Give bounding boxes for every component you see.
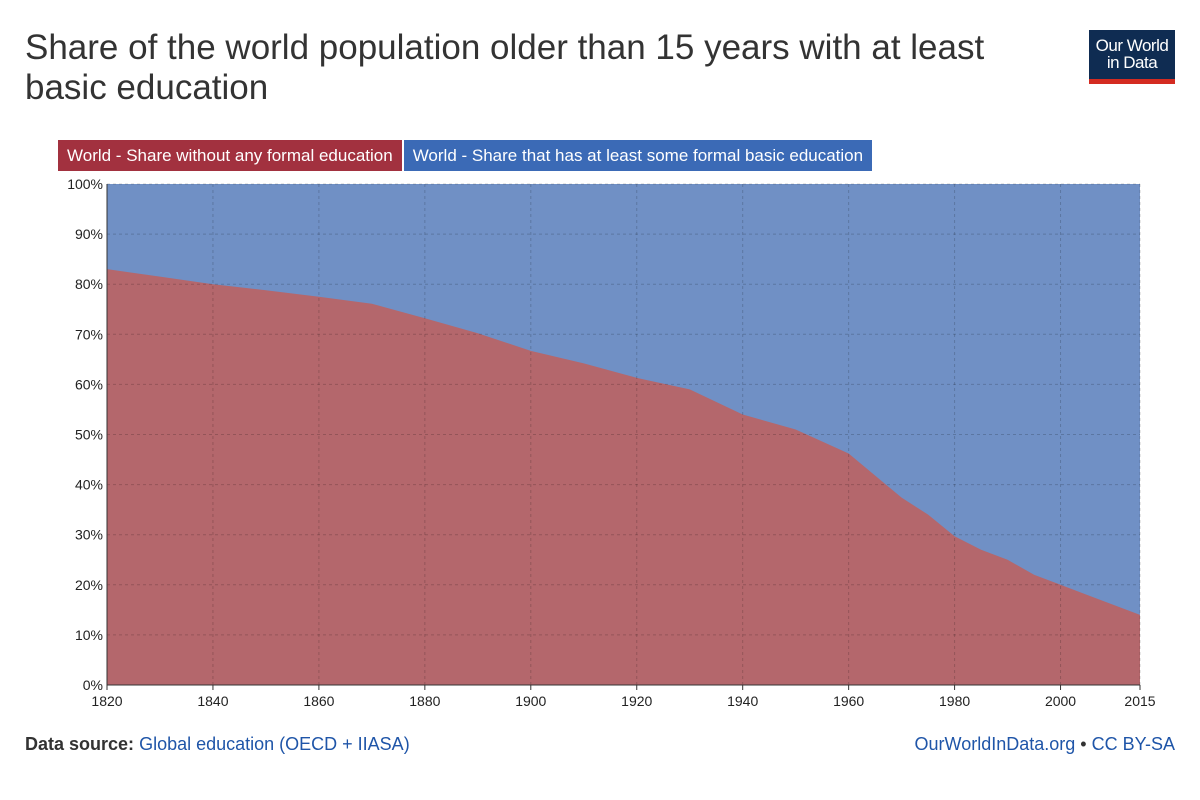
x-tick-label: 1860: [303, 693, 334, 709]
data-source: Data source: Global education (OECD + II…: [25, 734, 410, 755]
y-tick-label: 40%: [75, 477, 103, 493]
chart-legend: World - Share without any formal educati…: [58, 140, 874, 171]
legend-item-with-education[interactable]: World - Share that has at least some for…: [403, 140, 873, 171]
y-tick-label: 70%: [75, 326, 103, 342]
x-tick-label: 1820: [91, 693, 122, 709]
y-tick-label: 20%: [75, 577, 103, 593]
area-without-education[interactable]: [107, 269, 1140, 685]
site-link[interactable]: OurWorldInData.org: [914, 734, 1076, 754]
y-tick-label: 30%: [75, 527, 103, 543]
y-tick-label: 60%: [75, 376, 103, 392]
x-axis-ticks: 1820 1840 1860 1880 1900 1920 1940 1960 1980 2000…: [91, 685, 1156, 709]
chart-title: Share of the world population older than…: [25, 28, 985, 107]
x-tick-label: 1920: [621, 693, 652, 709]
y-tick-label: 80%: [75, 276, 103, 292]
footer-credits: OurWorldInData.org • CC BY-SA: [915, 734, 1175, 755]
y-tick-label: 10%: [75, 627, 103, 643]
logo-line-1: Our World: [1095, 36, 1169, 55]
footer-separator: •: [1080, 734, 1087, 754]
x-tick-label: 1960: [833, 693, 864, 709]
chart-areas: [107, 184, 1140, 685]
x-tick-label: 2015: [1124, 693, 1155, 709]
data-source-link[interactable]: Global education (OECD + IIASA): [139, 734, 410, 754]
chart-axes: [106, 184, 1140, 686]
logo-line-2: in Data: [1106, 53, 1158, 72]
x-tick-label: 1900: [515, 693, 546, 709]
license-link[interactable]: CC BY-SA: [1091, 734, 1175, 754]
legend-item-without-education[interactable]: World - Share without any formal educati…: [58, 140, 402, 171]
x-tick-label: 1980: [939, 693, 970, 709]
y-axis-ticks: 0% 10% 20% 30% 40% 50% 60% 70% 80% 90% 100%: [67, 176, 103, 693]
x-tick-label: 2000: [1045, 693, 1076, 709]
x-tick-label: 1880: [409, 693, 440, 709]
data-source-label: Data source:: [25, 734, 135, 754]
x-tick-label: 1940: [727, 693, 758, 709]
y-tick-label: 90%: [75, 226, 103, 242]
y-tick-label: 50%: [75, 427, 103, 443]
chart-grid: [107, 183, 1141, 685]
x-tick-label: 1840: [197, 693, 228, 709]
y-tick-label: 0%: [83, 677, 103, 693]
y-tick-label: 100%: [67, 176, 103, 192]
owid-logo[interactable]: Our World in Data: [1089, 30, 1175, 84]
